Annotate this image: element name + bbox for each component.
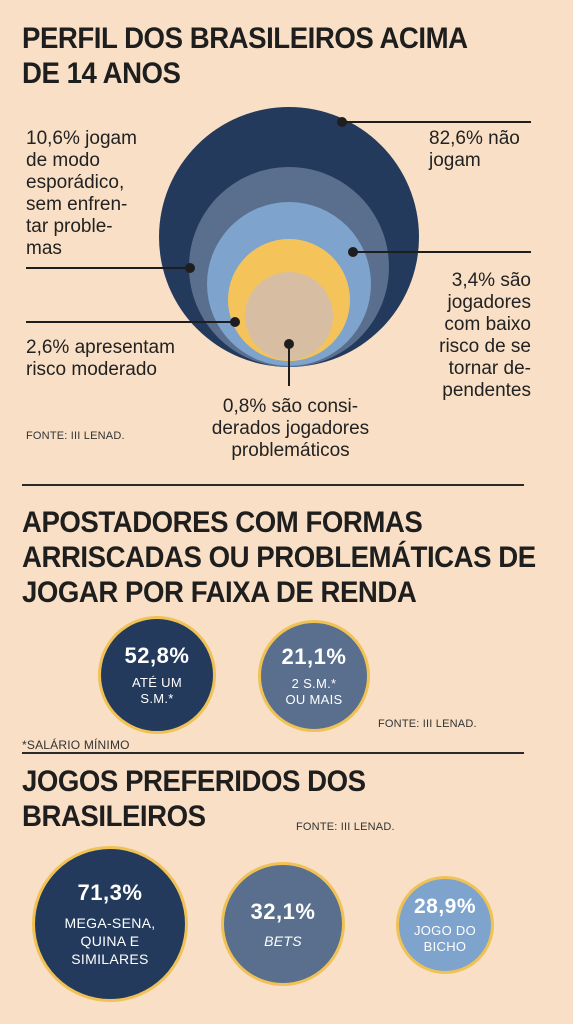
bubble-value: 52,8%: [124, 643, 190, 668]
bubble-label: ATÉ UM S.M.*: [132, 675, 182, 706]
section2-title-line1: APOSTADORES COM FORMAS: [22, 506, 423, 539]
bubble-jogo-do-bicho: 28,9% JOGO DO BICHO: [396, 876, 494, 974]
bubble-mega-sena: 71,3% MEGA-SENA, QUINA E SIMILARES: [32, 846, 188, 1002]
leader-risco-moderado-dot: [230, 317, 240, 327]
label-baixo-risco: 3,4% são jogadores com baixo risco de se…: [439, 270, 531, 401]
divider-2: [22, 752, 524, 754]
bubble-value: 32,1%: [250, 899, 316, 924]
bubble-value: 28,9%: [413, 895, 477, 918]
bubble-value: 71,3%: [77, 880, 143, 905]
section3-source: FONTE: III LENAD.: [296, 821, 395, 833]
label-risco-moderado: 2,6% apresentam risco moderado: [26, 337, 175, 380]
bubble-bets: 32,1% BETS: [221, 862, 345, 986]
leader-baixo-risco-dot: [348, 247, 358, 257]
leader-nao-jogam-dot: [337, 117, 347, 127]
divider-1: [22, 484, 524, 486]
bubble-value: 21,1%: [281, 644, 347, 669]
bubble-label: BETS: [264, 933, 302, 949]
leader-problematicos-dot: [284, 339, 294, 349]
section1-title-line1: PERFIL DOS BRASILEIROS ACIMA: [22, 22, 468, 55]
nested-circles-chart: [26, 107, 531, 386]
bubble-ate-um-sm: 52,8% ATÉ UM S.M.*: [98, 616, 216, 734]
section3-title-line1: JOGOS PREFERIDOS DOS: [22, 765, 366, 798]
label-esporadico: 10,6% jogam de modo esporádico, sem enfr…: [26, 128, 137, 259]
section3-title-line2: BRASILEIROS: [22, 800, 206, 833]
footnote: *SALÁRIO MÍNIMO: [22, 738, 130, 752]
bubble-label: 2 S.M.* OU MAIS: [285, 676, 343, 707]
section2-title-line2: ARRISCADAS OU PROBLEMÁTICAS DE: [22, 541, 536, 574]
section2-title-line3: JOGAR POR FAIXA DE RENDA: [22, 576, 417, 609]
circle-problematicos: [245, 272, 333, 360]
label-nao-jogam: 82,6% não jogam: [429, 128, 520, 171]
bubble-label: JOGO DO BICHO: [413, 923, 477, 954]
section1-title-line2: DE 14 ANOS: [22, 57, 181, 90]
leader-esporadico-dot: [185, 263, 195, 273]
label-problematicos: 0,8% são consi- derados jogadores proble…: [211, 396, 370, 461]
bubble-2-sm-ou-mais: 21,1% 2 S.M.* OU MAIS: [258, 620, 370, 732]
section2-source: FONTE: III LENAD.: [378, 718, 477, 730]
section1-source: FONTE: III LENAD.: [26, 430, 125, 442]
bubble-label: MEGA-SENA, QUINA E SIMILARES: [64, 915, 156, 967]
